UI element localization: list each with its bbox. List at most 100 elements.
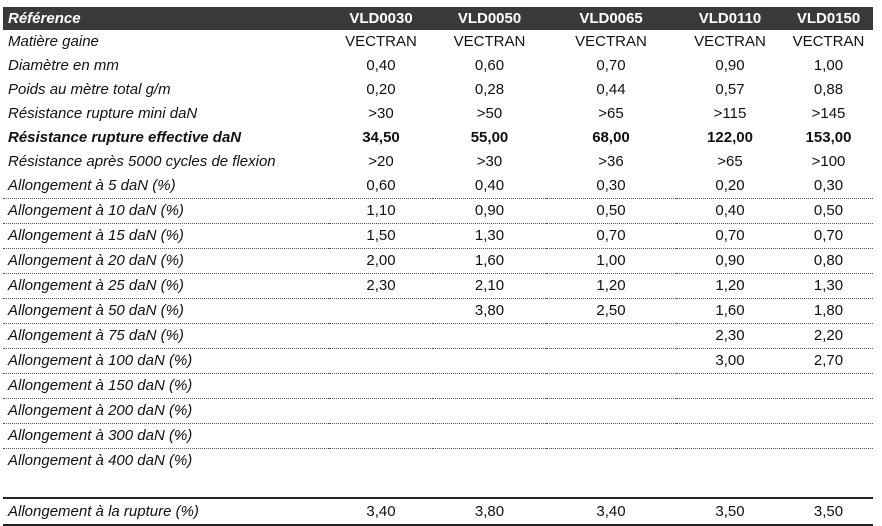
cell-value: [546, 423, 676, 449]
cell-value: [329, 373, 433, 399]
spacer-cell: [784, 473, 873, 499]
table-row: Allongement à 100 daN (%) 3,00 2,70: [3, 348, 873, 374]
row-label: Résistance rupture effective daN: [8, 129, 242, 146]
cell-value: 1,00: [813, 57, 844, 74]
cell-value: 0,90: [715, 57, 745, 74]
cell-value: >115: [713, 105, 747, 122]
table-row: Allongement à 50 daN (%) 3,80 2,50 1,60 …: [3, 298, 873, 324]
row-label: Allongement à 75 daN (%): [3, 323, 329, 349]
cell-value: 2,70: [784, 348, 873, 374]
row-label: Allongement à 5 daN (%): [3, 174, 329, 199]
cell-value: 2,20: [784, 323, 873, 349]
spacer-cell: [329, 473, 433, 499]
cell-value: 2,10: [433, 273, 546, 299]
row-label: Allongement à la rupture (%): [3, 498, 329, 526]
cell-value: 0,70: [546, 223, 676, 249]
row-label: Matière gaine: [8, 33, 99, 50]
row-label: Allongement à 150 daN (%): [3, 373, 329, 399]
cell-value: >65: [717, 153, 743, 170]
cell-value: 0,20: [366, 81, 396, 98]
cell-value: >30: [476, 153, 503, 170]
cell-value: >65: [598, 105, 624, 122]
cell-value: 1,60: [433, 248, 546, 274]
cell-value: 0,88: [813, 81, 844, 98]
table-row: Matière gaine VECTRAN VECTRAN VECTRAN VE…: [3, 30, 873, 54]
cell-value: [676, 373, 784, 399]
cell-value: [433, 348, 546, 374]
cell-value: 0,90: [433, 198, 546, 224]
cell-value: >30: [368, 105, 394, 122]
spacer-cell: [676, 473, 784, 499]
row-label: Allongement à 400 daN (%): [8, 452, 193, 469]
cell-value: 3,40: [329, 498, 433, 526]
cell-value: 0,57: [715, 81, 745, 98]
row-label: Allongement à 300 daN (%): [3, 423, 329, 449]
cell-value: [433, 323, 546, 349]
cell-value: VECTRAN: [345, 33, 417, 50]
cell-value: 2,50: [546, 298, 676, 324]
cell-value: 122,00: [707, 129, 753, 146]
table-row: Diamètre en mm 0,40 0,60 0,70 0,90 1,00: [3, 54, 873, 78]
spacer-cell: [433, 473, 546, 499]
cell-value: 153,00: [805, 129, 852, 146]
column-header: VLD0030: [329, 7, 433, 30]
column-header: VLD0110: [676, 7, 784, 30]
cell-value: 0,70: [784, 223, 873, 249]
cell-value: [433, 449, 546, 474]
cell-value: 1,50: [329, 223, 433, 249]
cell-value: 3,80: [433, 498, 546, 526]
table-row: Allongement à 400 daN (%): [3, 449, 873, 474]
cell-value: 3,80: [433, 298, 546, 324]
cell-value: 2,00: [329, 248, 433, 274]
row-label: Allongement à 100 daN (%): [3, 348, 329, 374]
cell-value: 0,50: [784, 198, 873, 224]
cell-value: 3,40: [546, 498, 676, 526]
cell-value: [546, 348, 676, 374]
cell-value: [329, 298, 433, 324]
spacer-cell: [546, 473, 676, 499]
cell-value: 0,28: [474, 81, 505, 98]
cell-value: 0,70: [676, 223, 784, 249]
cell-value: 0,40: [366, 57, 396, 74]
cell-value: 3,50: [676, 498, 784, 526]
spacer-cell: [3, 473, 329, 499]
cell-value: 1,20: [676, 273, 784, 299]
cell-value: [433, 423, 546, 449]
row-label: Diamètre en mm: [8, 57, 119, 74]
cell-value: 1,30: [433, 223, 546, 249]
table-row: Allongement à 5 daN (%) 0,60 0,40 0,30 0…: [3, 174, 873, 199]
row-label: Résistance rupture mini daN: [8, 105, 198, 122]
table-row: Allongement à 150 daN (%): [3, 373, 873, 399]
header-label: Référence: [3, 7, 329, 30]
table-row: Résistance après 5000 cycles de flexion …: [3, 150, 873, 174]
row-label: Poids au mètre total g/m: [8, 81, 171, 98]
cell-value: 1,60: [676, 298, 784, 324]
cell-value: 0,30: [784, 174, 873, 199]
spec-table: Référence VLD0030 VLD0050 VLD0065 VLD011…: [3, 7, 873, 526]
spacer-row: [3, 473, 873, 499]
cell-value: [433, 373, 546, 399]
cell-value: [676, 449, 784, 474]
cell-value: VECTRAN: [575, 33, 647, 50]
table-row-highlight: Résistance rupture effective daN 34,50 5…: [3, 126, 873, 150]
cell-value: [676, 423, 784, 449]
cell-value: 0,40: [433, 174, 546, 199]
cell-value: 3,00: [676, 348, 784, 374]
table-row-final: Allongement à la rupture (%) 3,40 3,80 3…: [3, 498, 873, 526]
cell-value: 0,50: [546, 198, 676, 224]
cell-value: 2,30: [676, 323, 784, 349]
cell-value: >20: [368, 153, 394, 170]
cell-value: 68,00: [592, 129, 630, 146]
cell-value: 0,40: [676, 198, 784, 224]
table-row: Allongement à 200 daN (%): [3, 398, 873, 424]
row-label: Allongement à 15 daN (%): [3, 223, 329, 249]
cell-value: [784, 423, 873, 449]
cell-value: >100: [811, 153, 846, 170]
row-label: Allongement à 25 daN (%): [3, 273, 329, 299]
cell-value: 0,80: [784, 248, 873, 274]
table-row: Allongement à 300 daN (%): [3, 423, 873, 449]
cell-value: [784, 449, 873, 474]
cell-value: [784, 373, 873, 399]
cell-value: [546, 449, 676, 474]
column-header: VLD0065: [546, 7, 676, 30]
